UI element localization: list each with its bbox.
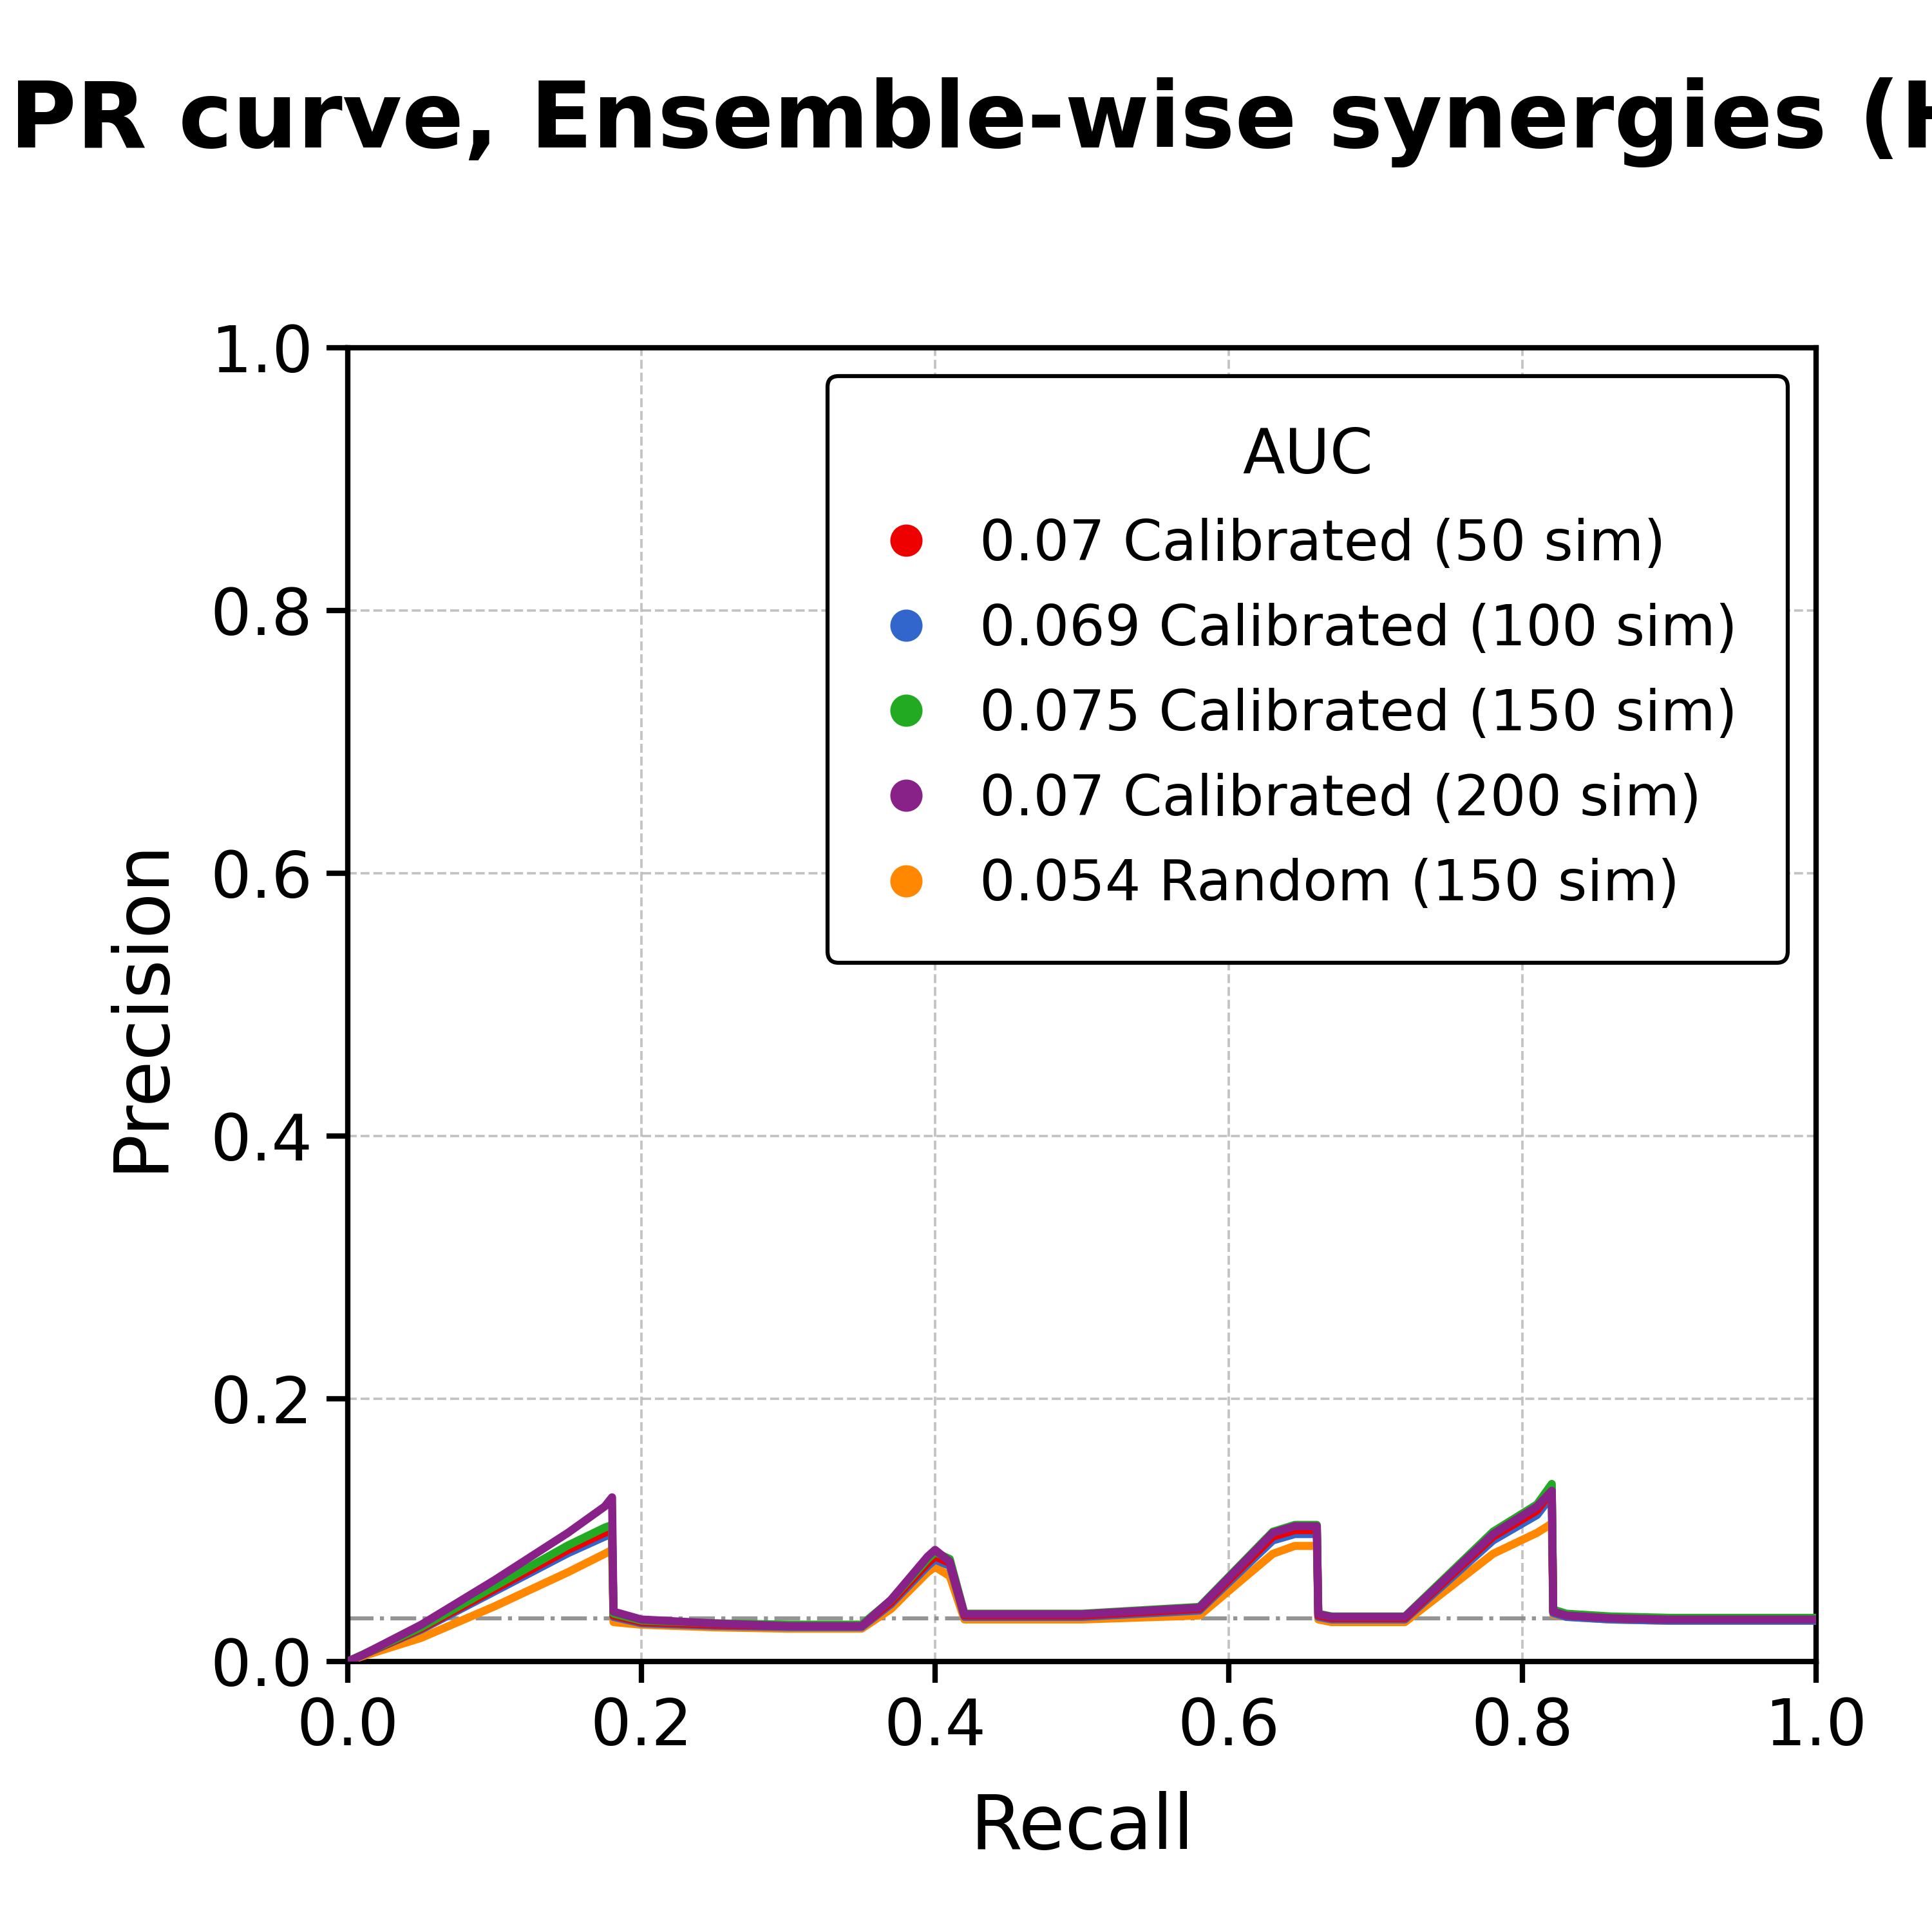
Y-axis label: Precision: Precision [104,837,178,1173]
Text: PR curve, Ensemble-wise synergies (HSA): PR curve, Ensemble-wise synergies (HSA) [10,77,1932,168]
X-axis label: Recall: Recall [970,1791,1194,1864]
Legend: 0.07 Calibrated (50 sim), 0.069 Calibrated (100 sim), 0.075 Calibrated (150 sim): 0.07 Calibrated (50 sim), 0.069 Calibrat… [827,377,1787,962]
